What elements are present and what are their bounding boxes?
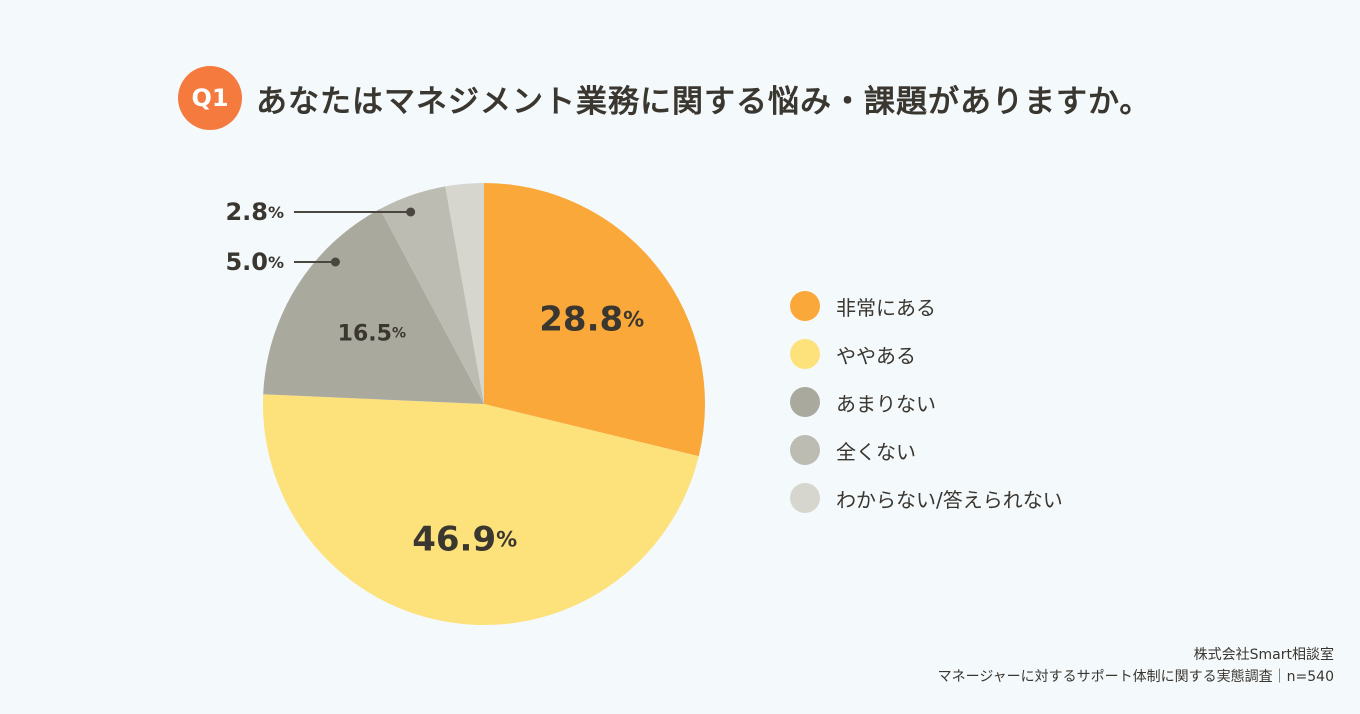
chart-header: Q1 あなたはマネジメント業務に関する悩み・課題がありますか。 xyxy=(178,66,1151,130)
legend-label: あまりない xyxy=(836,391,936,416)
legend-item: あまりない xyxy=(790,378,1063,426)
data-label-5: 2.8% xyxy=(225,198,284,226)
data-label-4: 5.0% xyxy=(225,248,284,276)
chart-title: あなたはマネジメント業務に関する悩み・課題がありますか。 xyxy=(256,83,1152,120)
legend-swatch xyxy=(790,387,820,417)
leader-dot-5 xyxy=(406,207,416,217)
data-label-1: 28.8% xyxy=(539,299,644,339)
legend-label: 全くない xyxy=(836,439,916,464)
pie-slice-3 xyxy=(263,209,484,404)
data-label-3: 16.5% xyxy=(338,321,406,346)
pie-slice-4 xyxy=(379,186,484,404)
pie-slice-5 xyxy=(445,183,484,404)
legend-swatch xyxy=(790,483,820,513)
question-badge: Q1 xyxy=(178,66,242,130)
leader-dot-4 xyxy=(330,257,340,267)
legend-item: 全くない xyxy=(790,426,1063,474)
legend-swatch xyxy=(790,339,820,369)
footer: 株式会社Smart相談室 マネージャーに対するサポート体制に関する実態調査｜n=… xyxy=(938,644,1334,688)
legend-label: わからない/答えられない xyxy=(836,487,1063,512)
data-label-2: 46.9% xyxy=(412,520,517,560)
survey-note: マネージャーに対するサポート体制に関する実態調査｜n=540 xyxy=(937,669,1334,685)
legend-swatch xyxy=(790,291,820,321)
legend-label: ややある xyxy=(836,343,916,368)
legend-swatch xyxy=(790,435,820,465)
legend: 非常にあるややあるあまりない全くないわからない/答えられない xyxy=(790,282,1063,522)
pie-slice-2 xyxy=(263,394,699,625)
legend-label: 非常にある xyxy=(836,295,936,320)
legend-item: わからない/答えられない xyxy=(790,474,1063,522)
legend-item: ややある xyxy=(790,330,1063,378)
legend-item: 非常にある xyxy=(790,282,1063,330)
pie-slice-1 xyxy=(484,182,705,457)
source-text: 株式会社Smart相談室 xyxy=(1193,647,1334,663)
